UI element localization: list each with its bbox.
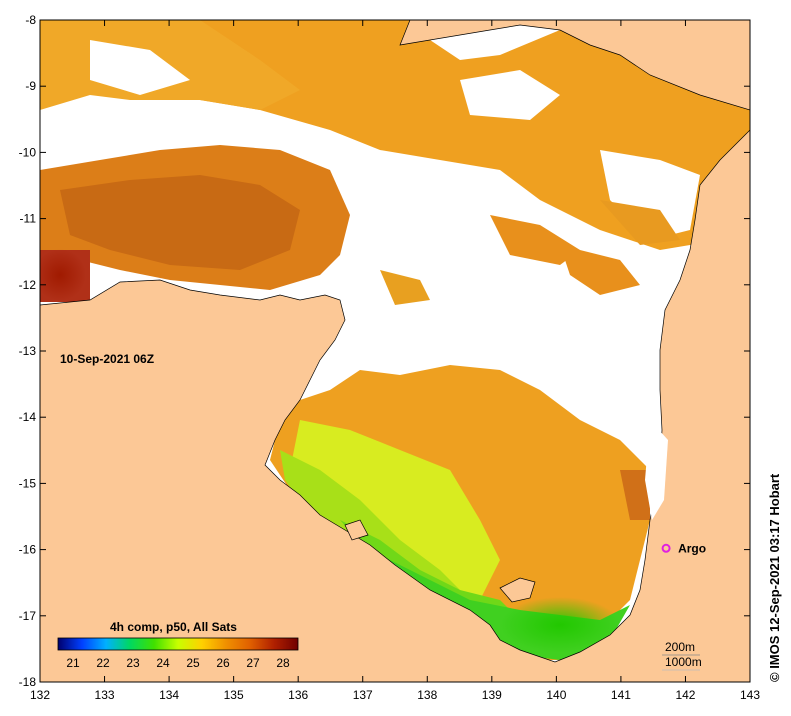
y-tick-label: -15 (19, 476, 37, 490)
credit-text: © IMOS 12-Sep-2021 03:17 Hobart (767, 473, 782, 682)
argo-label: Argo (678, 541, 706, 555)
y-tick-label: -11 (20, 212, 37, 226)
x-tick-label: 136 (288, 688, 308, 702)
colorbar-tick-label: 26 (216, 656, 230, 670)
x-tick-label: 141 (611, 688, 631, 702)
sst-field (40, 20, 750, 660)
x-tick-label: 140 (546, 688, 566, 702)
x-tick-label: 138 (417, 688, 437, 702)
y-tick-label: -18 (19, 675, 37, 689)
colorbar-tick-label: 22 (96, 656, 110, 670)
x-tick-label: 133 (95, 688, 115, 702)
colorbar-tick-label: 21 (66, 656, 80, 670)
date-label: 10-Sep-2021 06Z (60, 352, 154, 366)
isobath-200m: 200m (665, 640, 695, 654)
y-tick-label: -14 (19, 410, 37, 424)
x-tick-label: 135 (224, 688, 244, 702)
y-tick-label: -16 (19, 543, 37, 557)
y-tick-label: -8 (25, 13, 36, 27)
isobath-1000m: 1000m (665, 655, 702, 669)
colorbar-tick-label: 25 (186, 656, 200, 670)
colorbar-title: 4h comp, p50, All Sats (110, 620, 237, 634)
land (40, 20, 750, 682)
colorbar-tick-label: 28 (276, 656, 290, 670)
colorbar-tick-label: 24 (156, 656, 170, 670)
colorbar-gradient (57, 637, 299, 651)
colorbar-tick-label: 27 (246, 656, 260, 670)
argo-marker[interactable]: Argo (661, 541, 707, 555)
x-tick-label: 137 (353, 688, 373, 702)
y-axis: -8 -9 -10 -11 -12 -13 -14 -15 -16 -17 -18 (19, 13, 750, 689)
x-axis: 132 133 134 135 136 137 138 139 140 141 142 143 (30, 20, 760, 702)
x-tick-label: 142 (675, 688, 695, 702)
colorbar-tick-label: 23 (126, 656, 140, 670)
y-tick-label: -10 (19, 145, 37, 159)
y-tick-label: -17 (19, 609, 37, 623)
y-tick-label: -12 (19, 278, 37, 292)
x-tick-label: 134 (159, 688, 179, 702)
colorbar: 4h comp, p50, All Sats 21 22 23 24 25 26 27 28 (57, 620, 299, 670)
x-tick-label: 143 (740, 688, 760, 702)
x-tick-label: 132 (30, 688, 50, 702)
map-plot-area: Argo (40, 20, 750, 682)
y-tick-label: -13 (19, 344, 37, 358)
y-tick-label: -9 (25, 79, 36, 93)
isobath-legend: 200m 1000m (662, 640, 702, 671)
x-tick-label: 139 (482, 688, 502, 702)
